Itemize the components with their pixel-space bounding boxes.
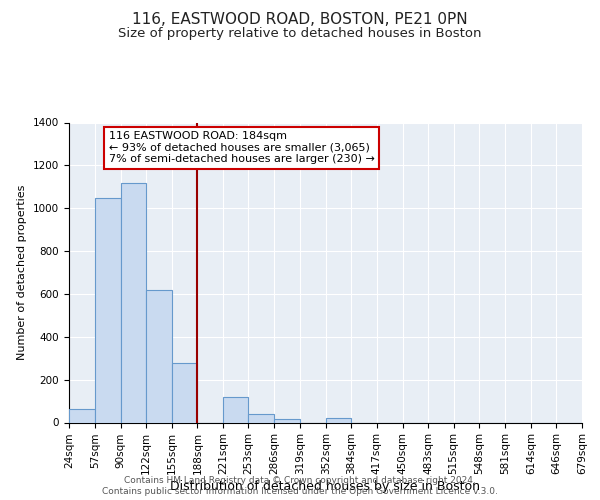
- Y-axis label: Number of detached properties: Number of detached properties: [17, 185, 28, 360]
- Bar: [146, 290, 172, 422]
- Bar: [95, 198, 121, 422]
- Bar: [274, 420, 300, 422]
- X-axis label: Distribution of detached houses by size in Boston: Distribution of detached houses by size …: [170, 480, 481, 493]
- Bar: [172, 362, 197, 422]
- Bar: [248, 414, 274, 422]
- Text: Size of property relative to detached houses in Boston: Size of property relative to detached ho…: [118, 28, 482, 40]
- Text: Contains public sector information licensed under the Open Government Licence v.: Contains public sector information licen…: [102, 488, 498, 496]
- Bar: [69, 408, 95, 422]
- Bar: [326, 418, 351, 422]
- Bar: [223, 397, 248, 422]
- Text: Contains HM Land Registry data © Crown copyright and database right 2024.: Contains HM Land Registry data © Crown c…: [124, 476, 476, 485]
- Bar: [121, 182, 146, 422]
- Text: 116 EASTWOOD ROAD: 184sqm
← 93% of detached houses are smaller (3,065)
7% of sem: 116 EASTWOOD ROAD: 184sqm ← 93% of detac…: [109, 131, 375, 164]
- Text: 116, EASTWOOD ROAD, BOSTON, PE21 0PN: 116, EASTWOOD ROAD, BOSTON, PE21 0PN: [132, 12, 468, 28]
